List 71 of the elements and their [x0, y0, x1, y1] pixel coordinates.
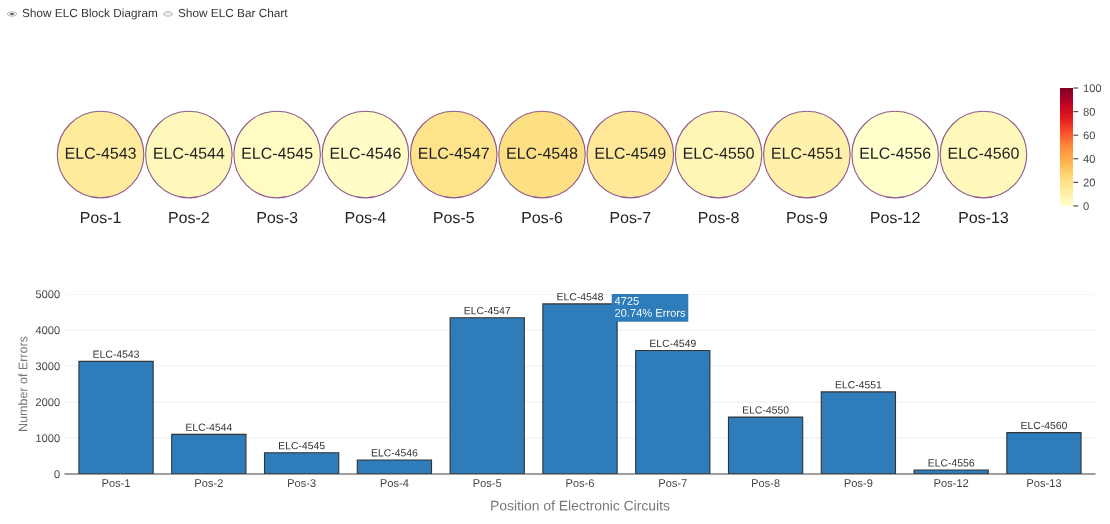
- data-label: ELC-4545: [279, 441, 325, 450]
- data-label: ELC-4560: [948, 147, 1019, 159]
- data-label: ELC-4544: [154, 147, 225, 159]
- x-tick-label: Pos-5: [473, 479, 502, 488]
- data-label: ELC-4547: [464, 306, 511, 315]
- data-label: ELC-4548: [557, 293, 603, 301]
- data-label: ELC-4547: [419, 147, 489, 159]
- color-bar-label: 60: [1083, 131, 1095, 140]
- x-tick-label: Pos-12: [871, 211, 920, 224]
- bar: [727, 416, 804, 474]
- data-label: ELC-4543: [93, 350, 140, 358]
- data-label: ELC-4556: [860, 147, 931, 159]
- y-tick-label: 5000: [35, 290, 60, 299]
- x-tick-label: Pos-7: [659, 479, 687, 488]
- x-tick-label: Pos-2: [169, 211, 209, 224]
- color-bar-label: 100: [1083, 84, 1102, 93]
- data-label: ELC-4546: [371, 449, 418, 457]
- bar: [171, 433, 247, 474]
- color-bar-label: 0: [1083, 202, 1089, 211]
- y-tick-label: 2000: [35, 398, 60, 407]
- x-tick-label: Pos-12: [934, 479, 969, 488]
- color-bar-label: 20: [1083, 178, 1095, 187]
- bar: [356, 459, 433, 474]
- bar: [635, 349, 711, 474]
- text: Show ELC Bar Chart: [178, 8, 288, 18]
- x-tick-label: Pos-7: [610, 212, 651, 224]
- data-label: ELC-4550: [683, 147, 754, 159]
- x-tick-label: Pos-9: [787, 211, 827, 224]
- x-tick-label: Pos-8: [699, 211, 739, 224]
- y-axis-title: Number of Errors: [18, 336, 28, 431]
- data-label: ELC-4556: [928, 459, 975, 467]
- data-label: ELC-4544: [186, 423, 232, 431]
- bar: [820, 391, 897, 474]
- bar: [263, 452, 340, 474]
- x-tick-label: Pos-13: [959, 211, 1009, 224]
- x-tick-label: Pos-5: [434, 212, 474, 224]
- x-tick-label: Pos-13: [1027, 479, 1062, 488]
- x-tick-label: Pos-1: [102, 479, 131, 488]
- y-tick-label: 4000: [35, 326, 60, 335]
- bar: [913, 469, 989, 474]
- data-label: ELC-4560: [1021, 421, 1068, 430]
- y-tick-label: 0: [54, 470, 60, 479]
- data-label: ELC-4546: [330, 147, 401, 159]
- bar: [78, 360, 154, 474]
- x-tick-label: Pos-2: [195, 479, 223, 488]
- y-tick-label: 3000: [35, 362, 60, 371]
- data-label: ELC-4551: [772, 147, 843, 159]
- x-tick-label: Pos-4: [380, 479, 409, 488]
- data-label: ELC-4549: [595, 147, 666, 159]
- data-label: ELC-4545: [242, 147, 313, 159]
- x-tick-label: Pos-8: [751, 479, 780, 488]
- x-tick-label: Pos-3: [288, 479, 316, 488]
- x-axis-title: Position of Electronic Circuits: [491, 500, 670, 511]
- data-label: ELC-4550: [742, 406, 789, 414]
- y-tick-label: 1000: [36, 434, 60, 443]
- color-bar-label: 80: [1083, 107, 1095, 116]
- x-tick-label: Pos-6: [566, 479, 595, 488]
- x-tick-label: Pos-6: [522, 211, 563, 224]
- annotation: 4725 20.74% Errors: [614, 296, 686, 317]
- bar: [1006, 432, 1082, 474]
- x-tick-label: Pos-1: [81, 212, 121, 224]
- data-label: ELC-4549: [650, 339, 696, 348]
- x-tick-label: Pos-3: [257, 211, 298, 224]
- data-label: ELC-4548: [507, 147, 578, 159]
- data-label: ELC-4551: [835, 381, 882, 389]
- x-tick-label: Pos-4: [345, 212, 386, 224]
- text: Show ELC Block Diagram: [22, 8, 158, 20]
- bar: [449, 317, 525, 474]
- color-bar-label: 40: [1083, 155, 1095, 163]
- data-label: ELC-4543: [65, 147, 136, 159]
- x-tick-label: Pos-9: [844, 479, 873, 488]
